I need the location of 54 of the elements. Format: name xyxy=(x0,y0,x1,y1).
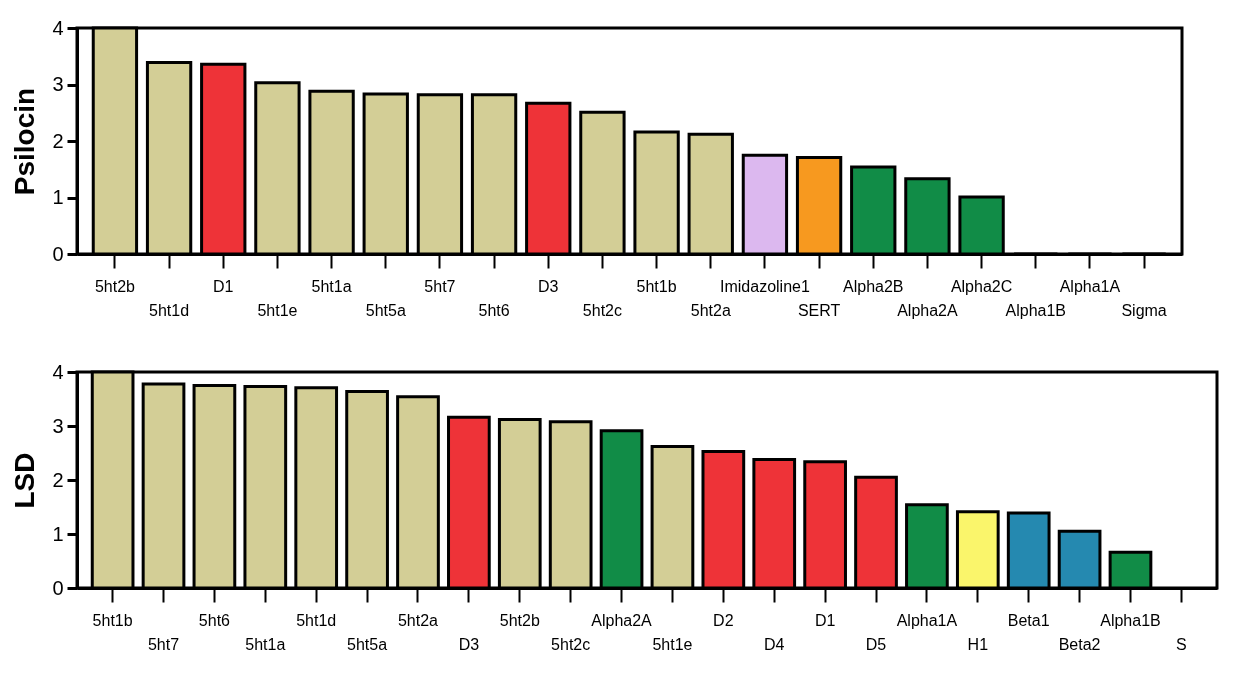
y-tick-label: 0 xyxy=(52,242,64,265)
x-tick-label: 5ht2c xyxy=(582,301,622,319)
x-tick-label: D3 xyxy=(458,635,480,653)
y-tick-label: 1 xyxy=(52,522,64,545)
x-tick-label: D2 xyxy=(713,611,734,629)
x-tick-label: 5ht6 xyxy=(478,301,510,319)
x-tick-label: 5ht2a xyxy=(690,301,731,319)
x-tick-label: 5ht1d xyxy=(296,611,337,629)
y-axis-title: Psilocin xyxy=(9,87,41,196)
x-tick-label: Alpha1B xyxy=(1005,301,1066,319)
x-tick-label: 5ht1a xyxy=(311,277,352,295)
x-tick-label: Alpha2C xyxy=(950,277,1013,295)
x-tick-label: Beta1 xyxy=(1007,611,1050,629)
x-tick-label: Alpha2A xyxy=(897,301,958,319)
y-tick-label: 0 xyxy=(52,576,64,599)
x-tick-label: 5ht1e xyxy=(652,635,693,653)
x-tick-label: Alpha1B xyxy=(1100,611,1161,629)
x-tick-label: D4 xyxy=(764,635,785,653)
x-tick-label: D1 xyxy=(814,611,836,629)
x-tick-label: 5ht1e xyxy=(257,301,298,319)
x-tick-label: 5ht7 xyxy=(147,635,180,653)
x-tick-label: Alpha2A xyxy=(591,611,653,629)
x-tick-label: Sigma xyxy=(1121,301,1167,319)
y-tick-label: 2 xyxy=(52,468,64,491)
x-tick-label: 5ht2c xyxy=(551,635,591,653)
y-tick-label: 2 xyxy=(52,129,64,152)
y-tick-label: 4 xyxy=(52,16,64,39)
x-tick-label: 5ht6 xyxy=(198,611,231,629)
x-tick-label: 5ht7 xyxy=(424,277,456,295)
x-tick-label: 5ht1a xyxy=(245,635,286,653)
y-tick-label: 3 xyxy=(52,414,64,437)
y-axis-title: LSD xyxy=(9,452,41,509)
y-tick-label: 4 xyxy=(52,360,64,383)
y-tick-label: 1 xyxy=(52,186,64,208)
x-tick-label: D5 xyxy=(865,635,887,653)
x-tick-label: Alpha1A xyxy=(1059,277,1121,295)
x-tick-label: 5ht2b xyxy=(94,277,136,295)
x-tick-label: 5ht1b xyxy=(636,277,677,295)
x-tick-label: 5ht1b xyxy=(92,611,133,629)
x-tick-label: Alpha2B xyxy=(843,277,904,295)
x-tick-label: D1 xyxy=(213,277,234,295)
x-tick-label: S xyxy=(1176,635,1187,653)
x-tick-label: 5ht2a xyxy=(397,611,439,629)
x-tick-label: 5ht1d xyxy=(149,301,190,319)
x-tick-label: H1 xyxy=(967,635,989,653)
x-tick-label: 5ht5a xyxy=(365,301,406,319)
x-tick-label: 5ht2b xyxy=(499,611,540,629)
x-tick-label: SERT xyxy=(797,301,841,319)
x-tick-label: D3 xyxy=(538,277,559,295)
x-tick-label: Alpha1A xyxy=(896,611,958,629)
y-tick-label: 3 xyxy=(52,73,64,95)
x-tick-label: 5ht5a xyxy=(347,635,388,653)
x-tick-label: Imidazoline1 xyxy=(720,277,810,295)
x-tick-label: Beta2 xyxy=(1058,635,1101,653)
